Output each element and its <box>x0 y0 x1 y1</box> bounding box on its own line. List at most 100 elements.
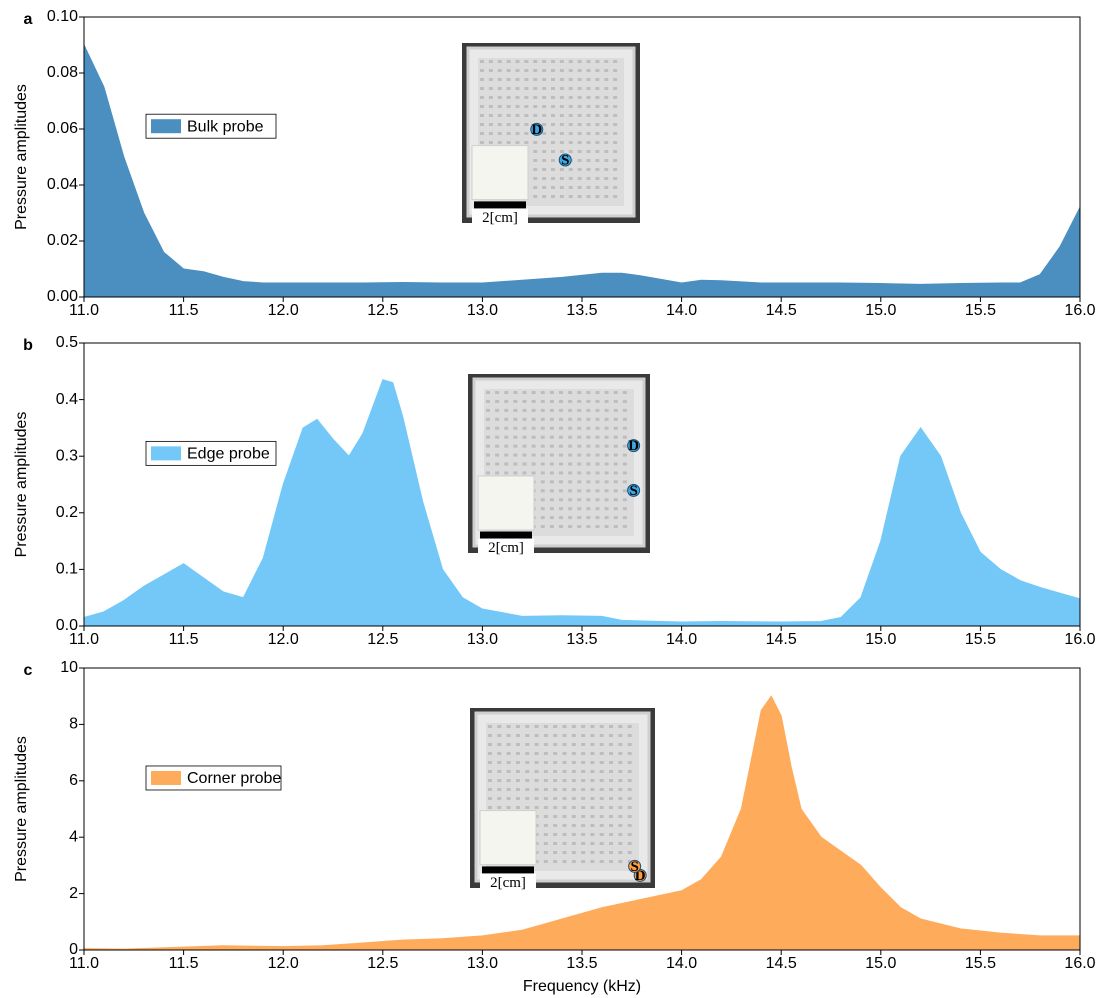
inset-cell <box>581 806 586 809</box>
inset-cell <box>515 114 520 117</box>
inset-cell <box>533 60 538 63</box>
inset-cell <box>543 797 548 800</box>
x-tick-label: 12.0 <box>268 302 299 319</box>
inset-cell <box>533 69 538 72</box>
inset-cell <box>622 471 627 475</box>
inset-cell <box>559 195 564 198</box>
inset-cell <box>595 141 600 144</box>
inset-cell <box>559 114 564 117</box>
inset-cell <box>599 824 604 827</box>
inset-cell <box>533 186 538 189</box>
inset-cell <box>586 186 591 189</box>
inset-cell <box>540 391 545 394</box>
inset-cell <box>488 725 492 728</box>
inset-cell <box>618 797 623 800</box>
inset-cell <box>553 752 558 755</box>
inset-cell <box>568 96 573 99</box>
legend-swatch <box>151 770 181 785</box>
inset-cell <box>543 815 548 818</box>
inset-cell <box>562 725 567 728</box>
inset-cell <box>568 78 573 81</box>
inset-cell <box>488 752 492 755</box>
inset-cell <box>595 498 600 502</box>
inset-cell <box>590 797 595 800</box>
inset-cell <box>586 105 591 108</box>
inset-cell <box>497 60 502 63</box>
inset-cell <box>613 150 618 153</box>
inset-cell <box>604 177 609 180</box>
x-tick-label: 13.0 <box>467 302 498 319</box>
inset-cell <box>586 498 591 502</box>
inset-cell <box>534 743 539 746</box>
inset-cell <box>571 806 576 809</box>
inset-cell <box>568 453 573 457</box>
inset-cell <box>488 797 492 800</box>
x-tick-label: 13.5 <box>566 302 597 319</box>
inset-cell <box>525 797 530 800</box>
inset-cell <box>513 391 518 394</box>
inset-cell <box>562 860 567 863</box>
inset-cell <box>540 408 545 412</box>
inset-cell <box>604 435 609 439</box>
inset-cell <box>571 779 576 782</box>
inset-cell <box>480 96 484 99</box>
inset-cell <box>497 806 502 809</box>
inset-cell <box>522 435 527 439</box>
inset-cell <box>595 78 600 81</box>
inset-cell <box>571 725 576 728</box>
inset-cell <box>613 87 618 90</box>
inset-cell <box>586 159 591 162</box>
inset-cell <box>559 69 564 72</box>
inset-cell <box>497 105 502 108</box>
inset-cell <box>551 123 555 126</box>
inset-cell <box>604 408 609 412</box>
inset-cell <box>571 842 576 845</box>
inset-cell <box>515 96 520 99</box>
inset-cell <box>568 435 573 439</box>
x-tick-label: 14.0 <box>666 955 697 972</box>
inset-cell <box>543 725 548 728</box>
inset-cell <box>562 824 567 827</box>
inset-cell <box>595 123 600 126</box>
inset-cell <box>543 734 548 737</box>
inset-cell <box>524 60 529 63</box>
area <box>83 695 1081 951</box>
inset-cell <box>604 516 609 520</box>
inset-cell <box>577 78 582 81</box>
inset-cell <box>613 177 618 180</box>
inset-cell <box>533 150 538 153</box>
inset-cell <box>627 743 632 746</box>
inset-cell <box>613 159 618 162</box>
y-tick-label: 0.2 <box>56 504 78 521</box>
inset-cell <box>559 177 564 180</box>
inset-cell <box>595 516 600 520</box>
inset-cell <box>543 842 548 845</box>
inset-cell <box>506 96 511 99</box>
inset-cell <box>568 69 573 72</box>
inset-cell <box>524 96 529 99</box>
y-tick-label: 0.0 <box>56 617 78 634</box>
inset-cell <box>613 96 618 99</box>
x-tick-label: 11.0 <box>69 631 99 648</box>
inset-cell <box>586 141 591 144</box>
y-tick-label: 0.00 <box>47 288 78 305</box>
inset-cell <box>627 725 632 728</box>
inset-cell <box>480 60 484 63</box>
x-tick-label: 11.0 <box>69 302 99 319</box>
inset-cell <box>590 788 595 791</box>
inset-cell <box>622 435 627 439</box>
inset-cell <box>618 842 623 845</box>
inset-cell <box>609 761 614 764</box>
inset-cell <box>599 833 604 836</box>
inset-cell <box>495 408 500 412</box>
inset-cell <box>568 471 573 475</box>
inset-cell <box>515 60 520 63</box>
inset-cell <box>577 96 582 99</box>
inset-cell <box>497 797 502 800</box>
inset-cell <box>549 444 554 448</box>
inset-cell <box>590 824 595 827</box>
inset-cell <box>604 96 609 99</box>
inset-cell <box>534 734 539 737</box>
inset-cell <box>613 426 618 430</box>
inset-cell <box>622 498 627 502</box>
